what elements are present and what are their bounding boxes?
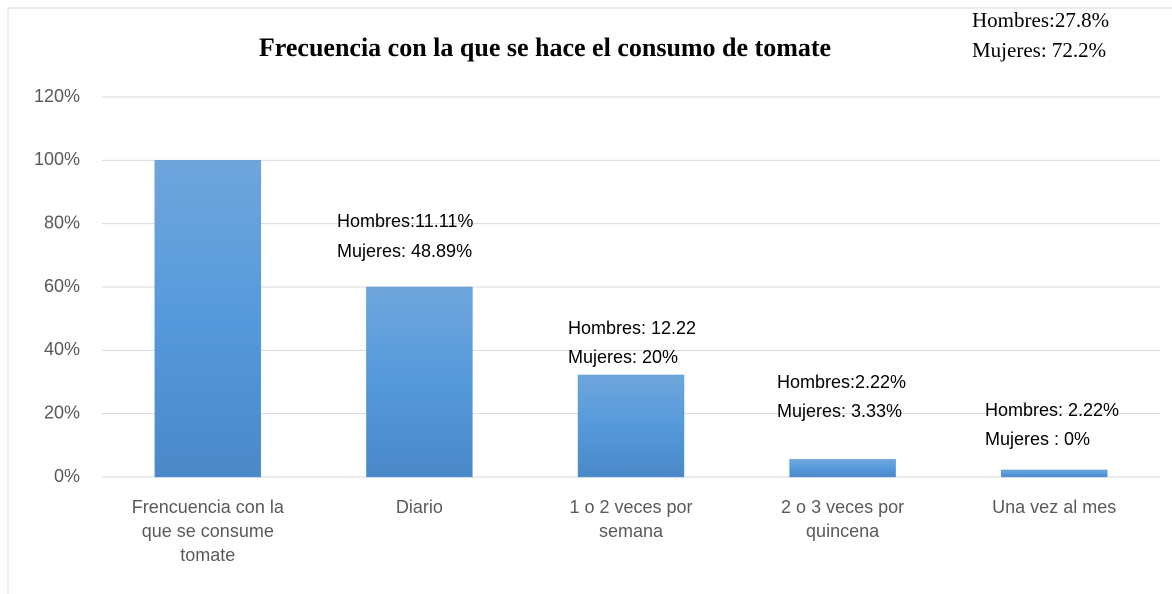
chart-title: Frecuencia con la que se hace el consumo… <box>259 33 831 62</box>
y-tick-label: 120% <box>34 86 80 106</box>
annotation: Mujeres: 20% <box>568 347 678 367</box>
x-tick-label: Diario <box>395 497 443 517</box>
y-tick-label: 80% <box>44 212 80 232</box>
x-tick-label: Una vez al mes <box>992 497 1117 517</box>
bar <box>1000 469 1108 478</box>
x-tick-label: Frencuencia con la que se consume tomate <box>131 497 284 565</box>
annotation: Hombres:27.8% <box>972 8 1109 32</box>
y-tick-label: 100% <box>34 149 80 169</box>
annotation: Mujeres: 3.33% <box>777 401 902 421</box>
x-tick-label: 1 o 2 veces por semana <box>569 497 693 541</box>
y-tick-label: 0% <box>54 466 80 486</box>
y-tick-label: 20% <box>44 402 80 422</box>
annotation: Hombres: 2.22% <box>985 400 1119 420</box>
y-tick-label: 40% <box>44 339 80 359</box>
annotation: Hombres:11.11% <box>337 211 473 231</box>
chart-border <box>7 7 1172 594</box>
bar <box>366 286 473 478</box>
annotation: Hombres:2.22% <box>777 372 906 392</box>
bar <box>789 459 896 478</box>
y-tick-label: 60% <box>44 276 80 296</box>
annotation: Hombres: 12.22 <box>568 318 696 338</box>
annotation: Mujeres: 48.89% <box>337 241 472 261</box>
bar <box>577 374 685 478</box>
annotation: Mujeres : 0% <box>985 429 1090 449</box>
x-tick-label: 2 o 3 veces por quincena <box>781 497 905 541</box>
annotation: Mujeres: 72.2% <box>972 38 1106 62</box>
bar <box>154 160 262 478</box>
